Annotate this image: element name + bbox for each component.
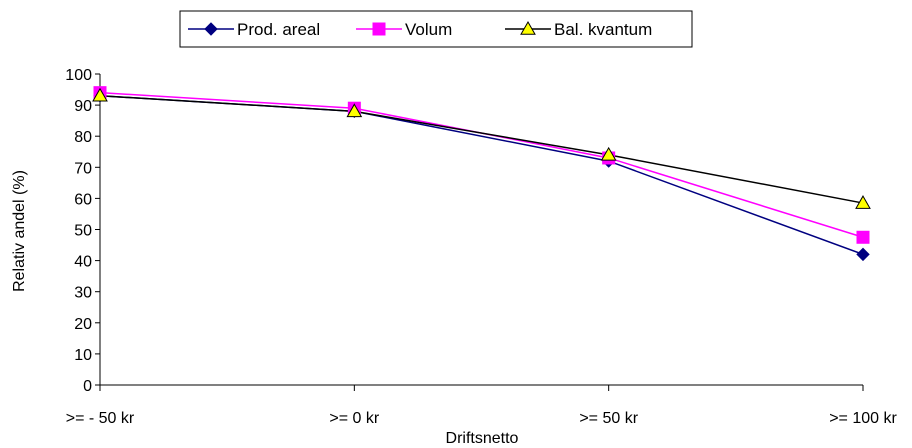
series-line-prod-areal	[99, 95, 864, 256]
y-tick-label: 10	[74, 347, 92, 364]
y-tick-label: 80	[74, 129, 92, 146]
series-line-bal-kvantum	[99, 95, 864, 204]
data-point-bal-kvantum	[92, 87, 108, 102]
legend-label-bal-kvantum: Bal. kvantum	[554, 20, 652, 39]
y-tick-label: 50	[74, 223, 92, 240]
x-tick-label: >= 50 kr	[579, 410, 638, 427]
y-tick-label: 30	[74, 285, 92, 302]
x-tick-label: >= 100 kr	[829, 410, 897, 427]
axes: 0 10 20 30 40 50 60 70 80 90 100 >= - 50 kr >= 0 kr >…	[65, 67, 897, 427]
y-tick-label: 40	[74, 254, 92, 271]
x-axis-title: Driftsnetto	[446, 430, 519, 447]
y-tick-label: 100	[65, 67, 92, 84]
data-point-volum	[856, 230, 870, 244]
legend-label-prod-areal: Prod. areal	[237, 20, 320, 39]
legend-label-volum: Volum	[405, 20, 452, 39]
y-tick-label: 20	[74, 316, 92, 333]
series-layer	[92, 86, 871, 262]
data-point-prod-areal	[856, 247, 870, 262]
legend: Prod. areal Volum Bal. kvantum	[179, 10, 693, 48]
legend-marker-prod-areal	[204, 22, 218, 36]
y-axis-title: Relativ andel (%)	[11, 170, 28, 292]
x-tick-label: >= 0 kr	[329, 410, 379, 427]
data-point-bal-kvantum	[855, 195, 871, 209]
y-tick-label: 70	[74, 160, 92, 177]
y-tick-label: 0	[83, 378, 92, 395]
data-point-bal-kvantum	[346, 103, 363, 118]
legend-marker-bal-kvantum	[520, 20, 536, 35]
data-point-bal-kvantum	[600, 146, 617, 161]
series-line-volum	[99, 91, 864, 238]
y-tick-label: 90	[74, 98, 92, 115]
legend-box	[179, 10, 693, 48]
legend-marker-volum	[372, 22, 386, 36]
y-tick-label: 60	[74, 191, 92, 208]
x-tick-label: >= - 50 kr	[66, 410, 135, 427]
